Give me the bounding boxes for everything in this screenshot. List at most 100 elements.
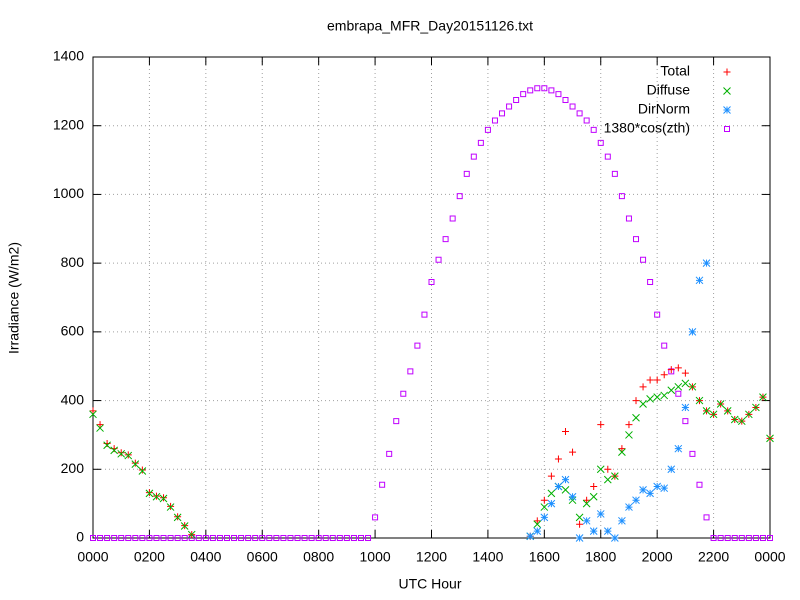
data-point (435, 256, 442, 263)
data-point (744, 410, 753, 419)
data-point (625, 503, 633, 511)
data-point (131, 459, 139, 467)
data-point (582, 499, 591, 508)
data-point (499, 110, 506, 117)
data-point (547, 472, 555, 480)
data-point (547, 489, 556, 498)
data-point (611, 170, 618, 177)
data-point (124, 451, 133, 460)
data-point (667, 465, 676, 474)
data-point (449, 215, 456, 222)
data-point (597, 139, 604, 146)
data-point (717, 535, 724, 541)
data-point (138, 466, 146, 474)
data-point (223, 535, 230, 541)
chart-title: embrapa_MFR_Day20151126.txt (327, 18, 533, 34)
data-point (702, 407, 711, 415)
x-tick-label: 0400 (190, 549, 221, 565)
data-point (159, 494, 168, 503)
data-point (695, 396, 704, 405)
data-point (117, 449, 125, 457)
data-point (674, 382, 683, 391)
data-point (767, 535, 773, 541)
data-point (541, 85, 548, 92)
data-point (540, 503, 549, 511)
data-point (583, 496, 591, 504)
data-point (661, 342, 668, 349)
data-point (131, 460, 140, 468)
data-point (548, 87, 555, 94)
data-point (484, 126, 491, 133)
data-point (174, 535, 181, 541)
data-point (393, 418, 400, 425)
data-point (152, 492, 161, 501)
data-point (329, 535, 336, 541)
data-point (110, 446, 119, 455)
data-point (414, 342, 421, 349)
data-point (752, 403, 760, 412)
data-point (689, 450, 696, 457)
plot-border (92, 56, 771, 539)
data-point (456, 193, 463, 200)
data-point (527, 87, 534, 94)
data-point (703, 514, 710, 521)
data-point (667, 366, 675, 374)
data-point (118, 535, 125, 541)
data-point (667, 386, 676, 395)
y-axis-label: Irradiance (W/m2) (6, 242, 22, 354)
data-point (547, 499, 556, 508)
data-point (759, 393, 767, 401)
data-point (513, 96, 520, 103)
data-point (576, 520, 584, 528)
data-point (386, 450, 393, 457)
data-point (89, 410, 97, 419)
legend-label: DirNorm (638, 101, 690, 117)
data-point (231, 535, 238, 541)
data-point (540, 513, 549, 522)
data-point (160, 535, 167, 541)
data-point (674, 364, 682, 372)
data-point (181, 535, 188, 541)
data-point (166, 503, 175, 511)
data-point (639, 383, 647, 391)
data-point (681, 379, 690, 388)
data-point (442, 236, 449, 243)
data-point (674, 444, 683, 453)
data-point (322, 535, 329, 541)
data-point (477, 139, 484, 146)
data-point (216, 535, 223, 541)
data-point (568, 492, 577, 501)
data-point (682, 418, 689, 425)
data-point (89, 407, 97, 415)
x-tick-label: 2200 (698, 549, 729, 565)
data-point (145, 489, 154, 498)
data-point (407, 368, 414, 375)
data-point (350, 535, 357, 541)
data-point (731, 535, 738, 541)
x-tick-label: 1800 (585, 549, 616, 565)
data-point (138, 467, 147, 475)
data-point (582, 516, 591, 525)
data-point (633, 236, 640, 243)
data-point (534, 85, 541, 92)
data-point (561, 475, 570, 484)
y-tick-label: 1400 (53, 48, 84, 64)
x-tick-label: 1000 (360, 549, 391, 565)
legend-marker (724, 126, 730, 132)
data-point (640, 256, 647, 263)
x-tick-label: 0800 (303, 549, 334, 565)
data-point (596, 510, 605, 518)
data-point (647, 279, 654, 286)
data-point (372, 514, 379, 521)
data-point (646, 376, 654, 384)
data-point (180, 522, 189, 530)
data-point (730, 415, 739, 424)
legend-marker (723, 68, 731, 76)
data-point (702, 259, 711, 267)
data-point (611, 472, 619, 481)
x-tick-label: 1600 (529, 549, 560, 565)
data-point (618, 516, 626, 525)
data-point (752, 535, 759, 541)
data-point (111, 535, 118, 541)
